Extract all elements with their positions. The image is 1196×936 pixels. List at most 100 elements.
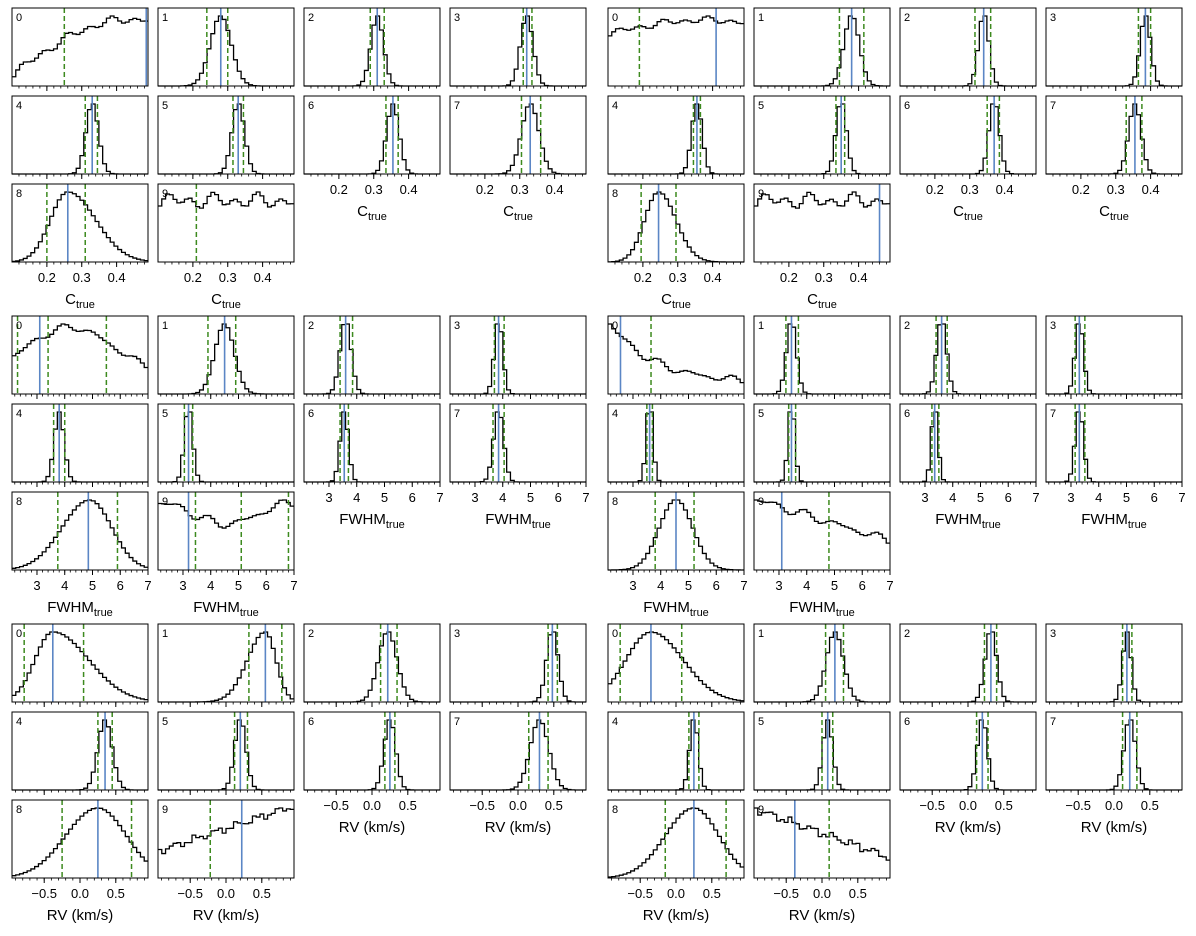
histogram-step bbox=[608, 807, 744, 878]
panel-right-fwhm-6: 6 3 4 5 6 7 FWHMtrue bbox=[899, 403, 1040, 531]
panel-frame bbox=[449, 7, 587, 87]
panel-frame bbox=[607, 711, 745, 791]
histogram-step bbox=[450, 15, 586, 87]
panel-right-fwhm-5: 5 bbox=[753, 403, 891, 487]
histogram-step bbox=[1046, 103, 1182, 175]
panel-left-ctrue-9: 9 0.2 0.3 0.4 Ctrue bbox=[157, 183, 295, 311]
x-axis-label: RV (km/s) bbox=[47, 907, 113, 924]
panel-right-rv-5: 5 bbox=[753, 711, 891, 795]
panel-left-fwhm-6: 6 3 4 5 6 7 FWHMtrue bbox=[303, 403, 444, 531]
x-axis-label: Ctrue bbox=[503, 203, 533, 223]
tick-label: −0.5 bbox=[773, 886, 799, 901]
block-left-ctrue: 0 1 2 3 4 5 6 0.2 0.3 0.4 Ctrue 7 0.2 0.3 0.4 Ctrue 8 0.2… bbox=[11, 7, 587, 311]
tick-label: 6 bbox=[713, 578, 720, 593]
histogram-step bbox=[12, 103, 148, 175]
panel-index-label: 7 bbox=[454, 100, 460, 112]
tick-label: 0.3 bbox=[1107, 182, 1125, 197]
x-axis-label: FWHMtrue bbox=[789, 599, 855, 619]
panel-frame bbox=[11, 623, 149, 703]
tick-label: 7 bbox=[1178, 490, 1185, 505]
tick-label: 5 bbox=[235, 578, 242, 593]
panel-frame bbox=[899, 623, 1037, 703]
tick-label: 0.4 bbox=[850, 270, 868, 285]
tick-label: 4 bbox=[1095, 490, 1102, 505]
tick-label: 4 bbox=[353, 490, 360, 505]
panel-right-fwhm-7: 7 3 4 5 6 7 FWHMtrue bbox=[1045, 403, 1186, 531]
tick-label: 6 bbox=[1151, 490, 1158, 505]
tick-label: 0.4 bbox=[1142, 182, 1160, 197]
tick-label: 0.3 bbox=[669, 270, 687, 285]
tick-label: 0.0 bbox=[1105, 798, 1123, 813]
tick-label: 7 bbox=[436, 490, 443, 505]
panel-left-rv-8: 8 −0.5 0.0 0.5 RV (km/s) bbox=[11, 799, 149, 924]
panel-index-label: 6 bbox=[904, 716, 910, 728]
histogram-step bbox=[1046, 323, 1182, 395]
histogram-step bbox=[450, 411, 586, 483]
tick-label: 4 bbox=[61, 578, 68, 593]
panel-frame bbox=[753, 799, 891, 879]
tick-label: 6 bbox=[859, 578, 866, 593]
histogram-step bbox=[12, 411, 148, 483]
histogram-step bbox=[754, 191, 890, 209]
panel-index-label: 1 bbox=[162, 628, 168, 640]
panel-index-label: 1 bbox=[758, 12, 764, 24]
panel-frame bbox=[11, 711, 149, 791]
tick-label: 7 bbox=[144, 578, 151, 593]
tick-label: 5 bbox=[1123, 490, 1130, 505]
tick-label: 0.0 bbox=[959, 798, 977, 813]
x-axis-label: RV (km/s) bbox=[935, 819, 1001, 836]
panel-frame bbox=[1045, 711, 1183, 791]
panel-right-ctrue-9: 9 0.2 0.3 0.4 Ctrue bbox=[753, 183, 891, 311]
panel-frame bbox=[11, 7, 149, 87]
panel-index-label: 8 bbox=[612, 804, 618, 816]
panel-index-label: 2 bbox=[904, 320, 910, 332]
tick-label: 5 bbox=[977, 490, 984, 505]
x-axis-label: FWHMtrue bbox=[339, 511, 405, 531]
panel-index-label: 3 bbox=[454, 320, 460, 332]
panel-index-label: 7 bbox=[1050, 100, 1056, 112]
panel-left-fwhm-1: 1 bbox=[157, 315, 295, 399]
panel-index-label: 2 bbox=[308, 628, 314, 640]
panel-index-label: 9 bbox=[758, 804, 764, 816]
panel-left-rv-3: 3 bbox=[449, 623, 587, 707]
panel-index-label: 3 bbox=[454, 628, 460, 640]
panel-frame bbox=[607, 491, 745, 571]
panel-index-label: 6 bbox=[904, 408, 910, 420]
panel-index-label: 4 bbox=[16, 716, 22, 728]
histogram-step bbox=[900, 411, 1036, 483]
panel-index-label: 5 bbox=[758, 716, 764, 728]
tick-label: 3 bbox=[325, 490, 332, 505]
tick-label: 0.4 bbox=[546, 182, 564, 197]
panel-frame bbox=[11, 183, 149, 263]
tick-label: 3 bbox=[1067, 490, 1074, 505]
panel-right-fwhm-9: 9 3 4 5 6 7 FWHMtrue bbox=[753, 491, 894, 619]
panel-index-label: 7 bbox=[454, 716, 460, 728]
panel-index-label: 4 bbox=[612, 408, 618, 420]
tick-label: 3 bbox=[775, 578, 782, 593]
panel-frame bbox=[11, 403, 149, 483]
panel-left-ctrue-1: 1 bbox=[157, 7, 295, 91]
panel-frame bbox=[449, 95, 587, 175]
panel-frame bbox=[303, 711, 441, 791]
panel-frame bbox=[449, 403, 587, 483]
tick-label: 0.2 bbox=[634, 270, 652, 285]
panel-index-label: 8 bbox=[16, 804, 22, 816]
tick-label: −0.5 bbox=[627, 886, 653, 901]
tick-label: 5 bbox=[685, 578, 692, 593]
tick-label: −0.5 bbox=[177, 886, 203, 901]
panel-index-label: 5 bbox=[162, 100, 168, 112]
tick-label: 7 bbox=[740, 578, 747, 593]
panel-left-rv-5: 5 bbox=[157, 711, 295, 795]
tick-label: 7 bbox=[886, 578, 893, 593]
panel-index-label: 4 bbox=[612, 716, 618, 728]
histogram-step bbox=[608, 15, 744, 37]
panel-left-fwhm-4: 4 bbox=[11, 403, 149, 487]
panel-index-label: 8 bbox=[612, 188, 618, 200]
panel-frame bbox=[157, 183, 295, 263]
panel-frame bbox=[157, 95, 295, 175]
panel-index-label: 0 bbox=[612, 320, 618, 332]
panel-index-label: 2 bbox=[904, 12, 910, 24]
tick-label: 0.2 bbox=[476, 182, 494, 197]
panel-frame bbox=[157, 711, 295, 791]
x-axis-label: FWHMtrue bbox=[485, 511, 551, 531]
